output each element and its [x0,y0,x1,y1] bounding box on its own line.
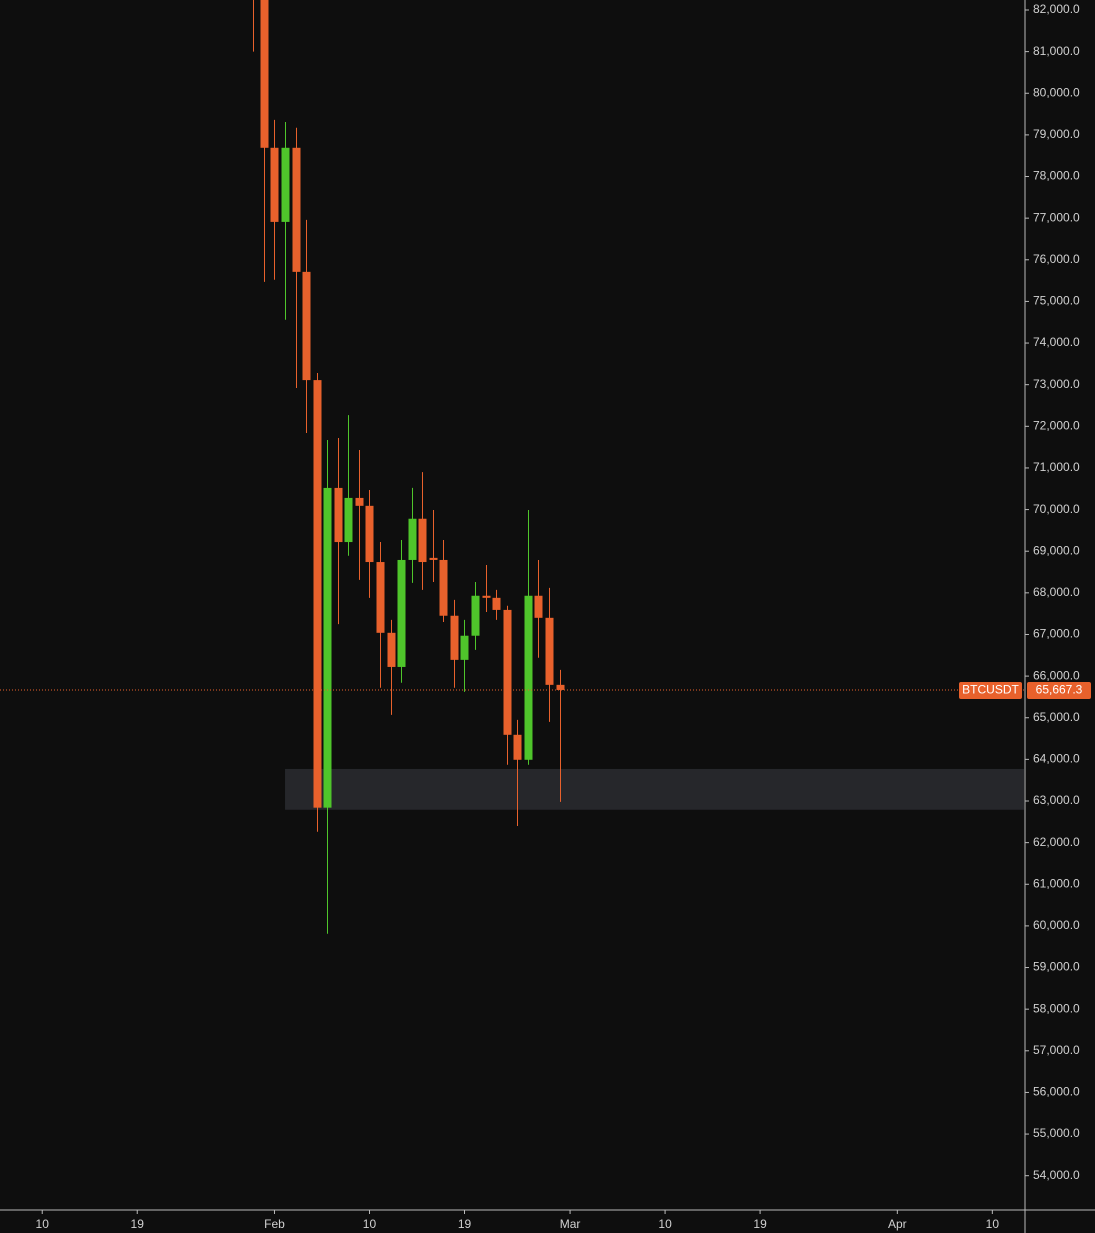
candle-body [482,595,491,598]
y-tick-label: 79,000.0 [1033,127,1080,141]
candle-body [513,734,522,760]
candle-body [418,518,427,563]
candle-body [313,380,322,808]
x-tick-label: 19 [131,1217,145,1231]
candle-body [334,487,343,543]
y-tick-label: 73,000.0 [1033,377,1080,391]
candle-body [397,559,406,667]
candle-body [302,271,311,381]
highlight-zone [285,768,1024,810]
y-tick-label: 56,000.0 [1033,1085,1080,1099]
candle-body [503,609,512,735]
plot-area [253,0,1024,934]
y-tick-label: 58,000.0 [1033,1001,1080,1015]
x-tick-label: 10 [658,1217,672,1231]
x-tick-label: 19 [753,1217,767,1231]
y-tick-label: 69,000.0 [1033,543,1080,557]
y-tick-label: 55,000.0 [1033,1126,1080,1140]
symbol-label-bg [959,681,1022,699]
y-tick-label: 80,000.0 [1033,85,1080,99]
y-tick-label: 78,000.0 [1033,169,1080,183]
candle-body [534,595,543,618]
x-tick-label: Apr [888,1217,907,1231]
y-tick-label: 74,000.0 [1033,335,1080,349]
y-tick-label: 77,000.0 [1033,210,1080,224]
candle-body [365,505,374,563]
candle-body [471,595,480,636]
y-tick-label: 63,000.0 [1033,793,1080,807]
x-tick-label: Mar [560,1217,581,1231]
x-tick-label: 10 [36,1217,50,1231]
y-tick-label: 72,000.0 [1033,418,1080,432]
y-tick-label: 67,000.0 [1033,627,1080,641]
y-tick-label: 64,000.0 [1033,752,1080,766]
y-tick-label: 60,000.0 [1033,918,1080,932]
candle-body [281,147,290,222]
x-tick-label: 10 [363,1217,377,1231]
candle-body [323,487,332,808]
last-price-label: 65,667.3 [1036,683,1083,697]
y-tick-label: 71,000.0 [1033,460,1080,474]
y-tick-label: 75,000.0 [1033,294,1080,308]
y-tick-label: 76,000.0 [1033,252,1080,266]
candle-body [450,615,459,660]
candle-body [492,597,501,610]
candle-body [439,559,448,616]
candle-body [460,635,469,660]
candle-body [524,595,533,760]
y-tick-label: 65,000.0 [1033,710,1080,724]
y-tick-label: 68,000.0 [1033,585,1080,599]
candle-body [260,0,269,148]
x-tick-label: 10 [986,1217,1000,1231]
y-tick-label: 81,000.0 [1033,44,1080,58]
candle-body [387,632,396,667]
candle-body [429,557,438,560]
y-tick-label: 57,000.0 [1033,1043,1080,1057]
x-tick-label: Feb [264,1217,285,1231]
candle-body [292,147,301,272]
x-tick-label: 19 [458,1217,472,1231]
y-tick-label: 70,000.0 [1033,502,1080,516]
y-tick-label: 62,000.0 [1033,835,1080,849]
candle-body [408,518,417,560]
candle-body [270,147,279,222]
y-tick-label: 82,000.0 [1033,2,1080,16]
candle-body [556,684,565,690]
symbol-label: BTCUSDT [962,683,1019,697]
candle-body [376,562,385,633]
candle-body [545,617,554,685]
y-tick-label: 66,000.0 [1033,668,1080,682]
candle-body [344,497,353,543]
y-tick-label: 61,000.0 [1033,876,1080,890]
last-price-label-bg [1027,681,1091,699]
y-tick-label: 59,000.0 [1033,960,1080,974]
candle-body [355,497,364,506]
y-tick-label: 54,000.0 [1033,1168,1080,1182]
